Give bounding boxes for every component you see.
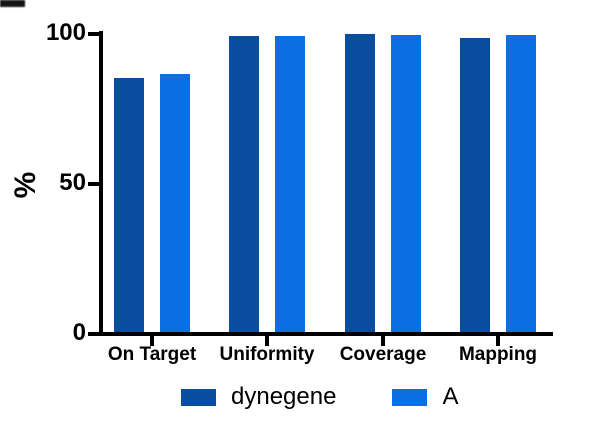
bar-dynegene-coverage (345, 34, 375, 334)
x-tick-mark-mapping (496, 336, 500, 346)
x-tick-label-on-target: On Target (107, 344, 197, 365)
legend-label-A: A (442, 383, 459, 410)
y-tick-mark-100 (88, 32, 100, 36)
y-tick-label-50: 50 (59, 169, 86, 196)
bar-A-coverage (391, 34, 421, 334)
bar-A-uniformity (275, 36, 305, 334)
x-tick-mark-coverage (381, 336, 385, 346)
bar-dynegene-uniformity (229, 35, 259, 334)
x-tick-label-mapping: Mapping (458, 344, 538, 365)
bar-dynegene-mapping (460, 37, 490, 334)
corner-artifact (0, 0, 25, 7)
x-tick-label-coverage: Coverage (339, 344, 427, 365)
x-tick-mark-uniformity (265, 336, 269, 346)
y-axis-line (99, 31, 103, 336)
y-tick-mark-0 (88, 332, 100, 336)
legend-swatch-A (392, 388, 428, 406)
bar-dynegene-on-target (114, 77, 144, 334)
x-axis-line (99, 332, 553, 336)
y-tick-mark-50 (88, 182, 100, 186)
legend-item-A: A (392, 383, 458, 411)
y-tick-label-100: 100 (45, 19, 86, 46)
x-tick-mark-on-target (150, 336, 154, 346)
legend-item-dynegene: dynegene (181, 383, 336, 411)
x-tick-label-uniformity: Uniformity (219, 344, 315, 365)
legend-swatch-dynegene (181, 388, 216, 406)
bar-A-mapping (506, 34, 536, 334)
legend: dynegene A (181, 382, 458, 412)
legend-label-dynegene: dynegene (231, 383, 337, 410)
y-tick-label-0: 0 (72, 319, 86, 346)
bar-A-on-target (160, 74, 190, 334)
